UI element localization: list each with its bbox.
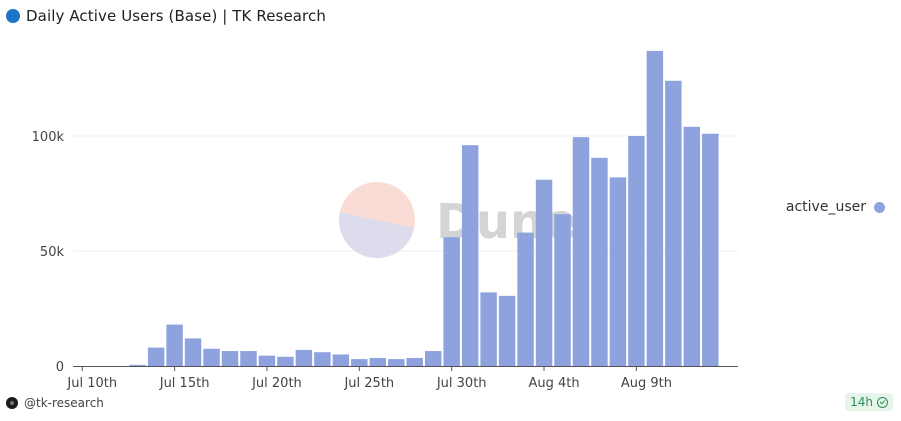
x-tick-label: Jul 20th (251, 376, 302, 391)
bar-jul-20[interactable] (258, 355, 276, 366)
y-axis-ticks: 0 50k 100k (32, 130, 65, 375)
bar-jul-21[interactable] (277, 356, 294, 366)
grid-lines (73, 135, 738, 252)
y-tick-label: 100k (32, 130, 65, 145)
x-tick-label: Aug 9th (621, 376, 672, 391)
bar-aug-5[interactable] (554, 214, 571, 366)
bar-jul-18[interactable] (221, 351, 239, 366)
x-axis-ticks: Jul 10th Jul 15th Jul 20th Jul 25th Jul 30th… (66, 366, 672, 391)
bar-jul-17[interactable] (203, 348, 220, 366)
bar-aug-12[interactable] (683, 126, 701, 366)
footer-author[interactable]: @tk-research (6, 396, 104, 410)
age-text: 14h (850, 395, 873, 409)
legend[interactable]: active_user (786, 199, 885, 215)
bar-aug-10[interactable] (646, 50, 664, 367)
bar-jul-22[interactable] (295, 349, 313, 366)
bar-aug-13[interactable] (702, 133, 719, 366)
bar-aug-7[interactable] (591, 157, 608, 366)
bar-jul-15[interactable] (166, 324, 183, 366)
refresh-age-badge: 14h (845, 393, 893, 411)
bar-jul-14[interactable] (147, 347, 165, 366)
bar-jul-28[interactable] (406, 357, 423, 366)
bar-aug-2[interactable] (498, 295, 516, 366)
bar-jul-23[interactable] (314, 352, 331, 366)
bar-jul-29[interactable] (424, 351, 442, 366)
bar-jul-26[interactable] (369, 357, 387, 366)
bar-jul-16[interactable] (184, 338, 202, 366)
bar-jul-30[interactable] (443, 237, 460, 366)
bar-jul-19[interactable] (240, 351, 257, 366)
bar-jul-31[interactable] (461, 145, 479, 366)
bar-jul-25[interactable] (351, 359, 368, 366)
legend-label: active_user (785, 199, 866, 215)
bar-aug-9[interactable] (628, 136, 645, 366)
title-dot-icon (6, 9, 20, 23)
x-tick-label: Aug 4th (528, 376, 579, 391)
x-tick-label: Jul 30th (436, 376, 487, 391)
bar-aug-4[interactable] (535, 179, 553, 366)
x-tick-label: Jul 25th (343, 376, 394, 391)
bar-aug-11[interactable] (665, 80, 682, 367)
y-tick-label: 50k (40, 245, 65, 260)
legend-dot-icon (874, 201, 885, 213)
x-tick-label: Jul 10th (66, 376, 117, 391)
bars (129, 50, 719, 367)
bar-aug-1[interactable] (480, 292, 497, 366)
bar-aug-6[interactable] (572, 137, 590, 366)
avatar-icon (6, 397, 18, 409)
x-tick-label: Jul 15th (159, 376, 210, 391)
bar-aug-3[interactable] (517, 232, 534, 366)
bar-jul-27[interactable] (388, 359, 405, 366)
author-handle: @tk-research (24, 396, 104, 410)
check-circle-icon (877, 396, 888, 408)
y-tick-label: 0 (56, 360, 64, 375)
chart-title: Daily Active Users (Base) | TK Research (26, 7, 326, 25)
bar-aug-8[interactable] (609, 177, 627, 366)
bar-jul-13[interactable] (129, 364, 146, 366)
chart-header: Daily Active Users (Base) | TK Research (6, 4, 326, 28)
dune-watermark: Dune (339, 182, 577, 258)
bar-jul-24[interactable] (332, 354, 350, 367)
